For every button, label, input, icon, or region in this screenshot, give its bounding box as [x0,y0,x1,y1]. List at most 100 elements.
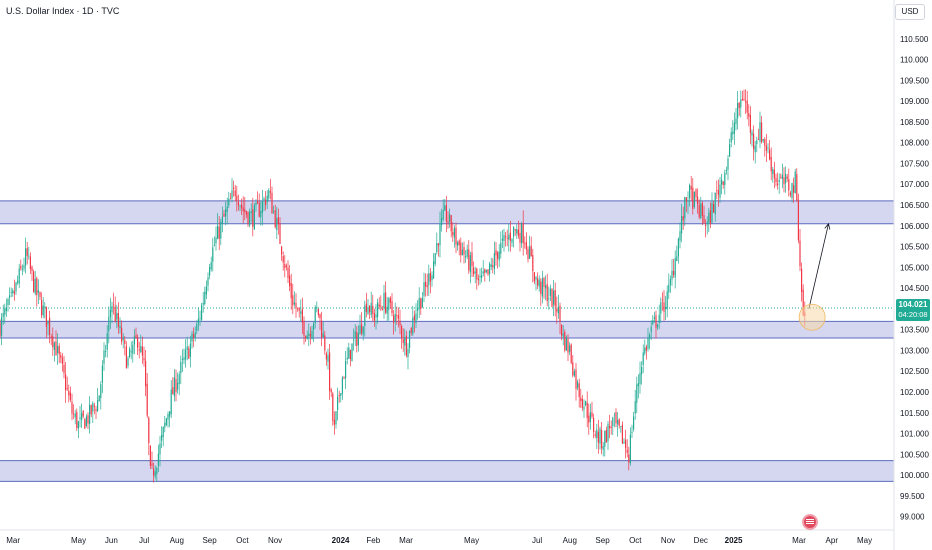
candle-body [777,183,779,186]
candle-body [794,171,796,193]
candle-body [201,305,203,320]
candle-body [89,404,91,424]
candle-body [85,416,87,426]
candle-body [236,195,238,202]
candle-body [426,285,428,288]
candle-body [68,390,70,396]
us-flag-icon[interactable] [802,514,818,530]
candle-body [49,317,51,335]
candle-body [154,471,156,477]
candle-body [513,226,515,237]
candle-body [519,232,521,243]
candle-body [401,325,403,339]
candle-body [324,335,326,351]
candle-body [745,101,747,103]
candle-body [170,389,172,415]
candle-body [308,333,310,336]
candle-body [527,248,529,260]
candle-body [237,202,239,206]
candle-body [105,351,107,352]
candle-body [71,401,73,414]
candle-body [617,420,619,425]
candle-body [377,302,379,318]
candle-body [402,339,404,344]
candle-body [583,406,585,410]
candle-body [407,348,409,358]
candle-body [34,278,36,294]
x-tick-label-3: Jul [139,536,149,545]
candle-body [546,284,548,301]
candle-body [441,217,443,226]
candle-body [596,429,598,439]
candle-body [676,256,678,262]
candle-body [516,229,518,234]
candle-body [199,317,201,319]
candle-body [394,313,396,321]
candle-body [117,313,119,327]
candle-body [165,418,167,426]
candle-body [738,102,740,109]
candle-body [330,389,332,393]
candle-body [233,187,235,189]
y-tick-label-8: 103.000 [900,346,929,355]
candle-body [474,271,476,274]
candle-body [37,290,39,293]
candle-body [607,423,609,442]
candle-body [641,367,643,375]
candle-body [143,358,145,361]
candle-body [425,281,427,287]
candle-body [623,441,625,444]
candle-body [660,302,662,314]
candle-body [185,349,187,360]
x-tick-label-20: Apr [826,536,839,545]
candle-body [481,274,483,278]
candle-body [321,320,323,338]
x-tick-label-21: May [857,536,872,545]
candle-body [644,347,646,354]
candle-body [388,298,390,310]
candle-body [692,187,694,209]
candle-body [180,361,182,374]
candle-body [449,214,451,222]
candle-body [485,269,487,272]
candle-body [716,189,718,191]
candle-body [217,225,219,239]
candle-body [695,189,697,198]
candle-body [796,174,798,201]
candle-body [714,192,716,215]
candle-body [565,337,567,351]
candle-body [433,261,435,279]
candle-body [655,315,657,328]
candle-body [21,268,23,270]
candle-body [76,412,78,429]
support-resistance-zones [0,200,894,482]
candle-body [250,211,252,214]
candle-body [348,347,350,359]
candle-body [772,169,774,175]
currency-button[interactable]: USD [895,4,925,20]
candle-body [335,411,337,425]
candle-body [532,254,534,272]
y-tick-label-9: 103.500 [900,326,929,335]
candle-body [26,248,28,256]
candle-body [756,140,758,145]
y-tick-label-12: 105.000 [900,263,929,272]
candle-body [298,307,300,311]
candle-body [577,381,579,388]
candle-body [378,304,380,307]
candle-body [535,277,537,280]
candle-body [193,334,195,338]
y-tick-label-7: 102.500 [900,367,929,376]
candle-body [362,326,364,335]
price-axis[interactable]: 99.000 99.500 100.000 100.500 101.000 101.500… [900,35,929,522]
candle-body [212,247,214,262]
candle-body [554,289,556,307]
candle-body [663,302,665,312]
candle-body [276,218,278,231]
candle-body [505,236,507,238]
time-axis[interactable]: Mar May Jun Jul Aug Sep Oct Nov 2024 Feb Mar May Jul… [6,536,872,545]
candle-body [207,277,209,286]
candle-body [556,308,558,312]
candle-body [479,275,481,278]
